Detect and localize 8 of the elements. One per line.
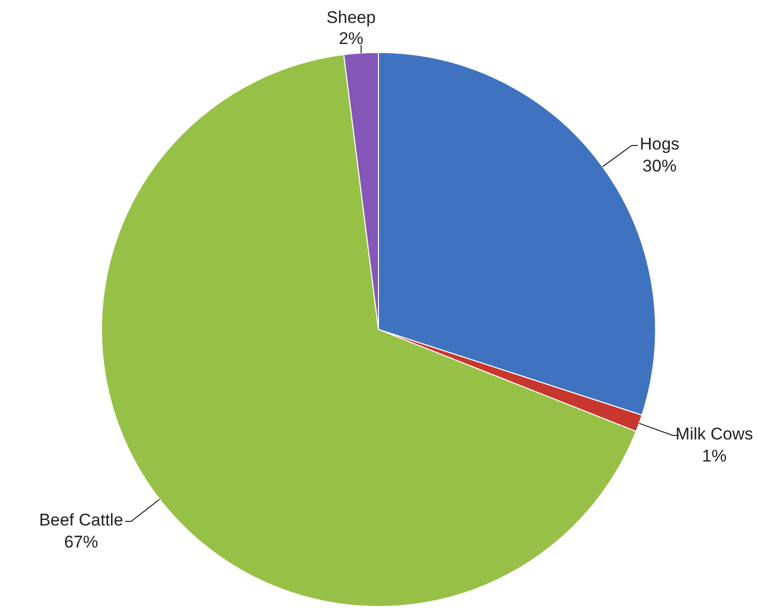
data-label: 67%	[64, 532, 98, 552]
data-label: 2%	[338, 29, 364, 48]
data-label: 1%	[702, 446, 727, 466]
data-label: 30%	[642, 156, 677, 176]
slice-label: Sheep	[326, 8, 376, 28]
slice-label: Hogs	[640, 134, 680, 154]
slice-label: Milk Cows	[676, 424, 754, 444]
slice-label: Beef Cattle	[39, 510, 124, 530]
